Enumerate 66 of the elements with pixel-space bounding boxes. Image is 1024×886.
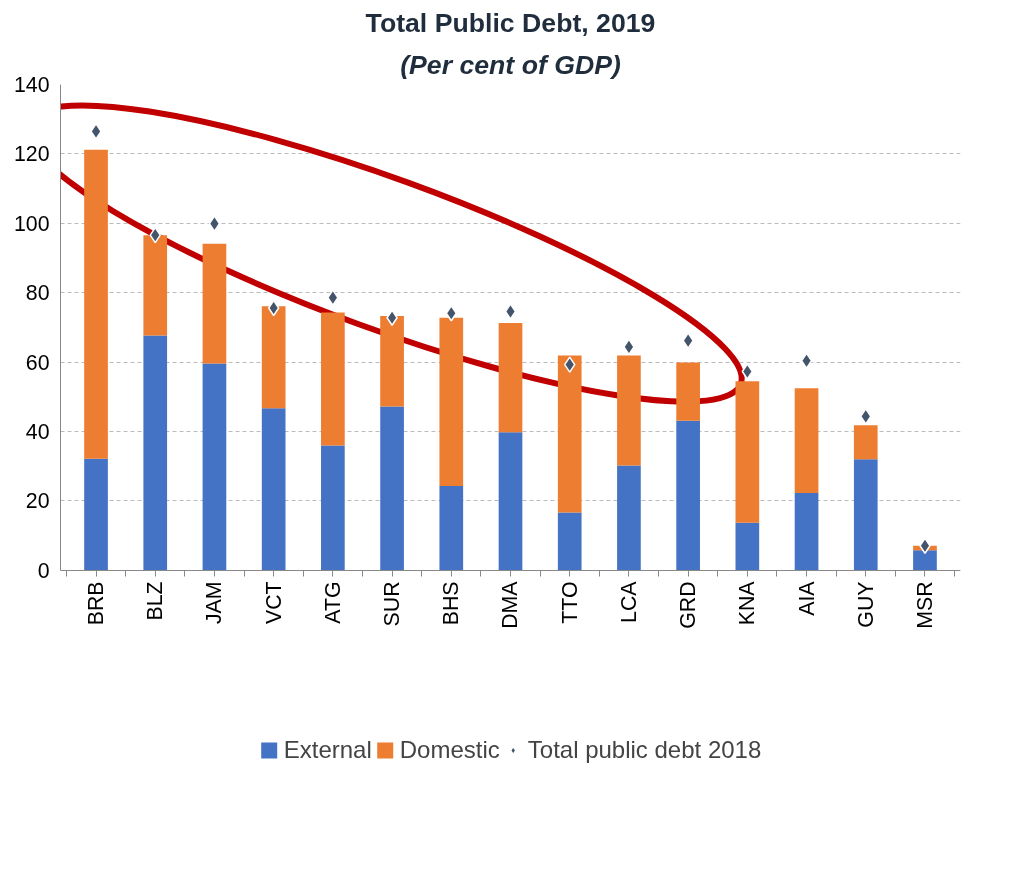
- bar: [84, 149, 108, 459]
- x-tick-label: ATG: [320, 581, 345, 624]
- bar: [498, 432, 523, 571]
- y-tick-label: 120: [13, 142, 50, 167]
- y-tick-label: 60: [25, 350, 50, 375]
- bar: [380, 316, 404, 407]
- bar: [617, 355, 641, 466]
- x-tick-label: JAM: [202, 581, 227, 625]
- bar: [853, 425, 878, 460]
- bar: [735, 381, 760, 523]
- bar: [913, 550, 937, 571]
- x-tick-label: GRD: [676, 581, 701, 629]
- point: [860, 408, 872, 425]
- bar: [143, 235, 168, 336]
- legend-label: External: [283, 736, 372, 764]
- legend-label: Domestic: [399, 736, 500, 764]
- x-tick-label: BLZ: [143, 581, 168, 621]
- bar: [676, 420, 700, 571]
- bar: [794, 493, 819, 571]
- y-tick-label: 80: [25, 281, 50, 306]
- bar: [853, 459, 878, 571]
- point: [90, 123, 102, 140]
- point: [741, 363, 754, 380]
- y-tick-label: 40: [25, 420, 50, 445]
- x-tick-label: DMA: [498, 580, 523, 629]
- x-tick-label: VCT: [261, 581, 286, 625]
- point: [386, 309, 398, 326]
- y-tick-label: 20: [25, 489, 50, 514]
- bar: [735, 522, 760, 571]
- bar: [380, 406, 404, 571]
- chart-subtitle: (Per cent of GDP): [400, 49, 621, 80]
- x-tick-label: BHS: [439, 581, 464, 626]
- point: [563, 356, 576, 373]
- legend-label: Total public debt 2018: [527, 736, 762, 764]
- bar: [557, 512, 582, 571]
- bar: [261, 306, 286, 409]
- bar: [617, 465, 641, 571]
- x-tick-label: TTO: [557, 581, 582, 624]
- x-tick-label: GUY: [853, 581, 878, 628]
- x-tick-label: MSR: [912, 581, 937, 629]
- bar: [794, 388, 819, 494]
- x-tick-label: AIA: [794, 580, 819, 616]
- y-tick-label: 100: [13, 211, 50, 236]
- point: [682, 332, 694, 349]
- x-tick-label: KNA: [735, 580, 760, 626]
- chart-title: Total Public Debt, 2019: [365, 7, 656, 38]
- bar: [84, 458, 108, 571]
- y-tick-label: 140: [13, 73, 50, 97]
- point: [327, 289, 339, 306]
- bar: [321, 312, 345, 446]
- bar: [261, 408, 286, 571]
- bar: [498, 322, 523, 433]
- bar: [202, 243, 227, 364]
- x-tick-label: SUR: [380, 581, 405, 627]
- bar: [557, 355, 582, 513]
- bar: [202, 363, 227, 571]
- point: [208, 215, 221, 232]
- point: [504, 303, 517, 320]
- x-tick-label: BRB: [84, 581, 109, 626]
- y-tick-label: 0: [37, 558, 50, 583]
- bar: [676, 362, 700, 421]
- bar: [321, 445, 345, 571]
- bar: [143, 335, 168, 571]
- bar: [439, 486, 464, 571]
- x-tick-label: LCA: [616, 580, 641, 623]
- bar: [439, 317, 464, 487]
